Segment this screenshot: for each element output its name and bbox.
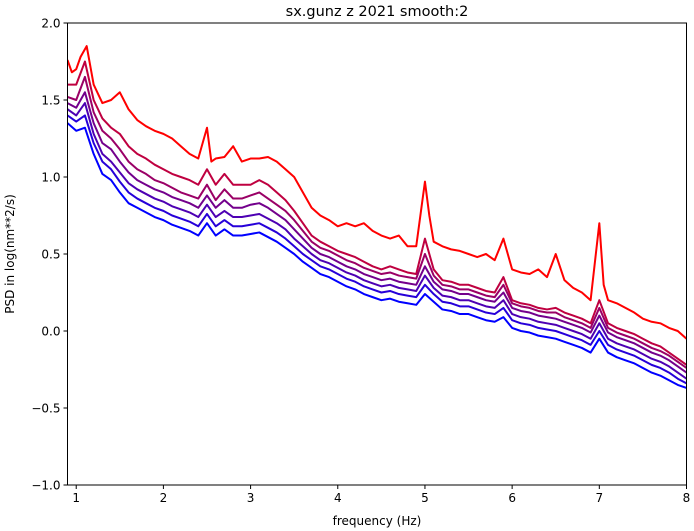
x-tick-label: 8 bbox=[683, 491, 691, 505]
y-axis: −1.0 −0.5 0.0 0.5 1.0 1.5 2.0 bbox=[31, 17, 68, 493]
series-line-4 bbox=[67, 91, 687, 374]
y-tick-label: 2.0 bbox=[41, 17, 60, 31]
x-tick-label: 5 bbox=[421, 491, 429, 505]
series-line-3 bbox=[67, 75, 687, 369]
x-tick-label: 1 bbox=[72, 491, 80, 505]
y-tick-label: 0.0 bbox=[41, 325, 60, 339]
series-line-5 bbox=[67, 102, 687, 380]
y-axis-title: PSD in log(nm**2/s) bbox=[3, 194, 17, 314]
y-tick-label: −1.0 bbox=[31, 479, 60, 493]
y-tick-label: 1.5 bbox=[41, 94, 60, 108]
x-tick-label: 7 bbox=[595, 491, 603, 505]
y-tick-label: −0.5 bbox=[31, 402, 60, 416]
series-line-1 bbox=[67, 45, 687, 340]
y-tick-label: 1.0 bbox=[41, 171, 60, 185]
x-tick-label: 3 bbox=[247, 491, 255, 505]
x-tick-label: 4 bbox=[334, 491, 342, 505]
x-axis: 1 2 3 4 5 6 7 8 bbox=[72, 485, 690, 505]
y-tick-label: 0.5 bbox=[41, 248, 60, 262]
series-layer bbox=[67, 45, 687, 389]
x-axis-title: frequency (Hz) bbox=[333, 514, 422, 528]
x-tick-label: 6 bbox=[508, 491, 516, 505]
series-line-6 bbox=[67, 114, 687, 385]
chart-title: sx.gunz z 2021 smooth:2 bbox=[286, 4, 469, 20]
series-line-7 bbox=[67, 122, 687, 389]
series-line-2 bbox=[67, 60, 687, 366]
x-tick-label: 2 bbox=[160, 491, 168, 505]
